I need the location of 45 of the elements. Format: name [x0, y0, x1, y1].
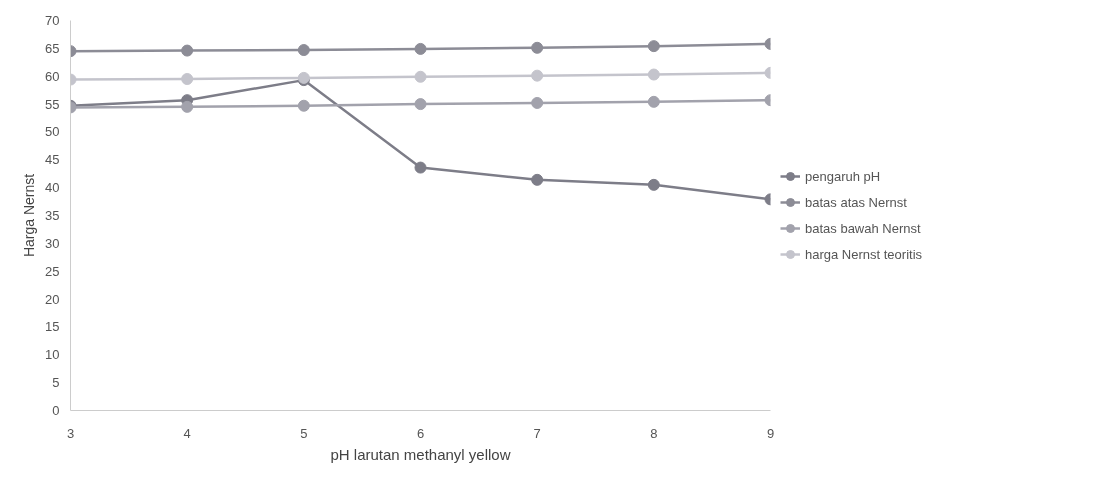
- y-tick-label: 65: [45, 40, 60, 56]
- x-tick-label: 9: [766, 425, 775, 441]
- x-tick-label: 7: [533, 425, 541, 441]
- point: [181, 73, 194, 85]
- x-tick-label: 4: [183, 425, 191, 441]
- point: [414, 161, 427, 174]
- y-tick-label: 20: [45, 291, 60, 307]
- point: [531, 69, 544, 82]
- legend-label: pengaruh pH: [805, 168, 881, 184]
- point: [531, 96, 544, 109]
- x-tick-label: 8: [650, 425, 658, 441]
- x-tick-label: 5: [300, 425, 308, 441]
- point: [647, 40, 660, 53]
- point: [181, 44, 194, 57]
- x-axis-title: pH larutan methanyl yellow: [330, 445, 511, 463]
- y-tick-label: 15: [45, 319, 60, 335]
- point: [647, 178, 660, 191]
- y-tick-label: 10: [45, 347, 60, 363]
- y-tick-label: 70: [45, 13, 60, 28]
- y-axis-title: Harga Nernst: [21, 173, 38, 258]
- y-tick-label: 60: [45, 68, 60, 84]
- point: [531, 41, 544, 54]
- point: [414, 70, 427, 83]
- y-tick-label: 50: [45, 124, 60, 140]
- point: [531, 173, 544, 186]
- point: [647, 68, 660, 81]
- point: [414, 98, 427, 111]
- y-tick-label: 45: [45, 152, 60, 168]
- legend-label: harga Nernst teoritis: [805, 246, 923, 262]
- y-tick-label: 30: [45, 235, 60, 251]
- legend-label: batas atas Nernst: [805, 194, 907, 210]
- point: [297, 99, 310, 112]
- y-tick-label: 0: [52, 403, 60, 418]
- y-tick-label: 5: [52, 375, 60, 391]
- point: [181, 100, 194, 113]
- point: [414, 42, 427, 55]
- y-tick-label: 40: [45, 180, 60, 196]
- x-tick-label: 6: [416, 425, 425, 441]
- y-tick-label: 35: [45, 208, 60, 223]
- x-tick-label: 3: [66, 425, 75, 441]
- y-tick-label: 25: [45, 263, 60, 279]
- y-tick-label: 55: [45, 96, 60, 112]
- legend-label: batas bawah Nernst: [805, 220, 921, 236]
- point: [647, 95, 660, 108]
- point: [297, 44, 310, 57]
